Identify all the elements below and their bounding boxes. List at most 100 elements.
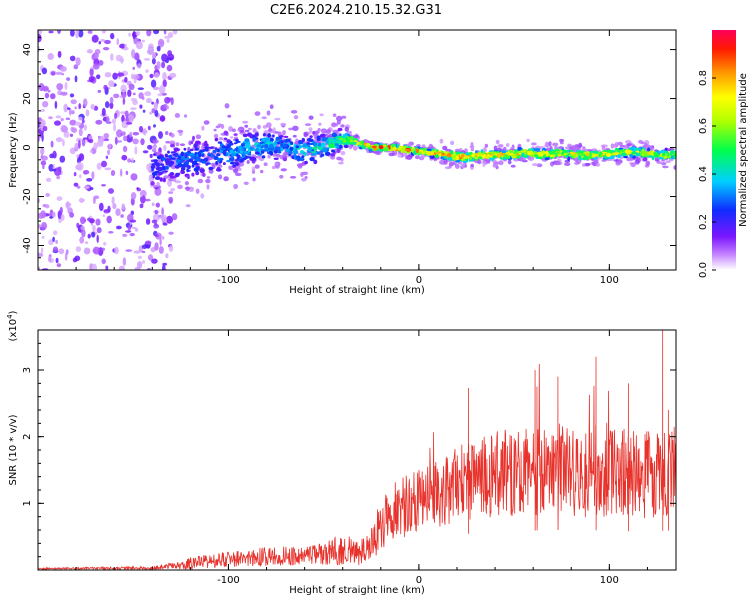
ridge-halo-blob	[309, 129, 313, 134]
noise-blob	[140, 138, 145, 146]
ridge-blob	[180, 151, 184, 157]
ridge-blob	[304, 152, 307, 157]
ridge-halo-blob	[223, 176, 229, 182]
noise-blob	[96, 234, 99, 243]
noise-blob	[106, 215, 112, 224]
ridge-halo-blob	[233, 183, 239, 190]
noise-blob	[124, 43, 127, 50]
ridge-halo-blob	[626, 143, 632, 147]
ridge-halo-blob	[292, 134, 297, 138]
ridge-blob	[274, 140, 278, 145]
noise-blob	[130, 98, 137, 102]
noise-blob	[154, 242, 159, 251]
ridge-halo-blob	[282, 130, 286, 136]
ridge-blob	[205, 162, 209, 166]
noise-blob	[111, 118, 116, 125]
snr-multiplier-base: (x10	[8, 319, 19, 342]
ridge-halo-blob	[448, 161, 454, 167]
noise-blob	[79, 216, 86, 225]
ridge-blob	[215, 161, 219, 165]
ridge-blob	[264, 138, 270, 141]
ridge-halo-blob	[507, 159, 512, 165]
ridge-blob	[214, 147, 218, 151]
colorbar: 0.0 0.2 0.4 0.6 0.8 Normalized spectral ampl…	[698, 30, 749, 278]
noise-blob	[68, 108, 72, 116]
ridge-blob	[297, 156, 301, 162]
ridge-halo-blob	[168, 191, 174, 194]
noise-blob	[120, 168, 123, 177]
noise-blob	[50, 93, 56, 100]
noise-blob	[44, 204, 50, 209]
noise-blob	[79, 174, 82, 179]
ridge-blob	[216, 153, 221, 157]
ridge-halo-blob	[340, 124, 345, 128]
ridge-halo-blob	[280, 122, 287, 127]
ridge-halo-blob	[175, 142, 180, 147]
ridge-blob	[432, 150, 437, 153]
ridge-blob	[534, 147, 541, 152]
ridge-halo-blob	[268, 127, 272, 132]
ridge-blob	[339, 133, 342, 137]
noise-blob	[92, 246, 100, 255]
ridge-blob	[331, 132, 338, 138]
noise-blob	[108, 231, 114, 234]
ridge-halo-blob	[260, 169, 264, 174]
ridge-halo-blob	[613, 143, 618, 148]
y-tick-label: -20	[22, 188, 33, 204]
ridge-blob	[159, 163, 165, 166]
ridge-halo-blob	[638, 139, 643, 144]
noise-blob	[90, 187, 94, 191]
ridge-blob	[673, 154, 676, 159]
ridge-blob	[415, 148, 419, 153]
noise-blob	[130, 73, 135, 80]
ridge-halo-blob	[406, 155, 413, 160]
ridge-halo-blob	[585, 163, 591, 166]
ridge-halo-blob	[348, 145, 352, 150]
ridge-blob	[404, 148, 410, 152]
ridge-blob	[246, 156, 252, 159]
ridge-blob	[371, 145, 377, 149]
noise-blob	[118, 265, 125, 270]
ridge-blob	[262, 133, 266, 137]
noise-blob	[97, 89, 102, 93]
ridge-blob	[264, 143, 269, 149]
noise-blob	[91, 171, 95, 180]
ridge-blob	[168, 160, 174, 164]
noise-blob	[161, 207, 164, 216]
ridge-halo-blob	[303, 132, 308, 138]
ridge-halo-blob	[623, 144, 627, 149]
noise-blob	[90, 104, 95, 110]
ridge-blob	[502, 156, 506, 160]
noise-blob	[80, 225, 85, 231]
noise-blob	[47, 89, 51, 93]
ridge-blob	[349, 136, 353, 140]
noise-blob	[154, 234, 159, 237]
ridge-blob	[583, 156, 589, 160]
noise-blob	[167, 50, 173, 57]
ridge-halo-blob	[498, 160, 504, 166]
ridge-blob	[455, 155, 460, 161]
ridge-blob	[549, 154, 555, 158]
ridge-halo-blob	[174, 180, 182, 184]
ridge-blob	[478, 151, 482, 157]
ridge-halo-blob	[495, 139, 500, 145]
ridge-halo-blob	[555, 160, 561, 166]
noise-blob	[104, 72, 112, 78]
ridge-blob	[624, 149, 630, 154]
ridge-halo-blob	[288, 127, 293, 131]
ridge-halo-blob	[673, 165, 676, 170]
noise-blob	[73, 172, 77, 177]
noise-blob	[110, 81, 115, 87]
noise-blob	[54, 100, 58, 109]
noise-blob	[103, 209, 108, 213]
noise-blob	[59, 155, 66, 163]
noise-blob	[149, 73, 154, 79]
ridge-blob	[572, 153, 577, 159]
noise-blob	[92, 224, 96, 232]
noise-blob	[89, 68, 94, 77]
ridge-halo-blob	[665, 160, 671, 164]
ridge-halo-blob	[442, 145, 448, 151]
ridge-blob	[298, 140, 304, 145]
ridge-blob	[313, 142, 317, 146]
ridge-blob	[189, 148, 194, 152]
